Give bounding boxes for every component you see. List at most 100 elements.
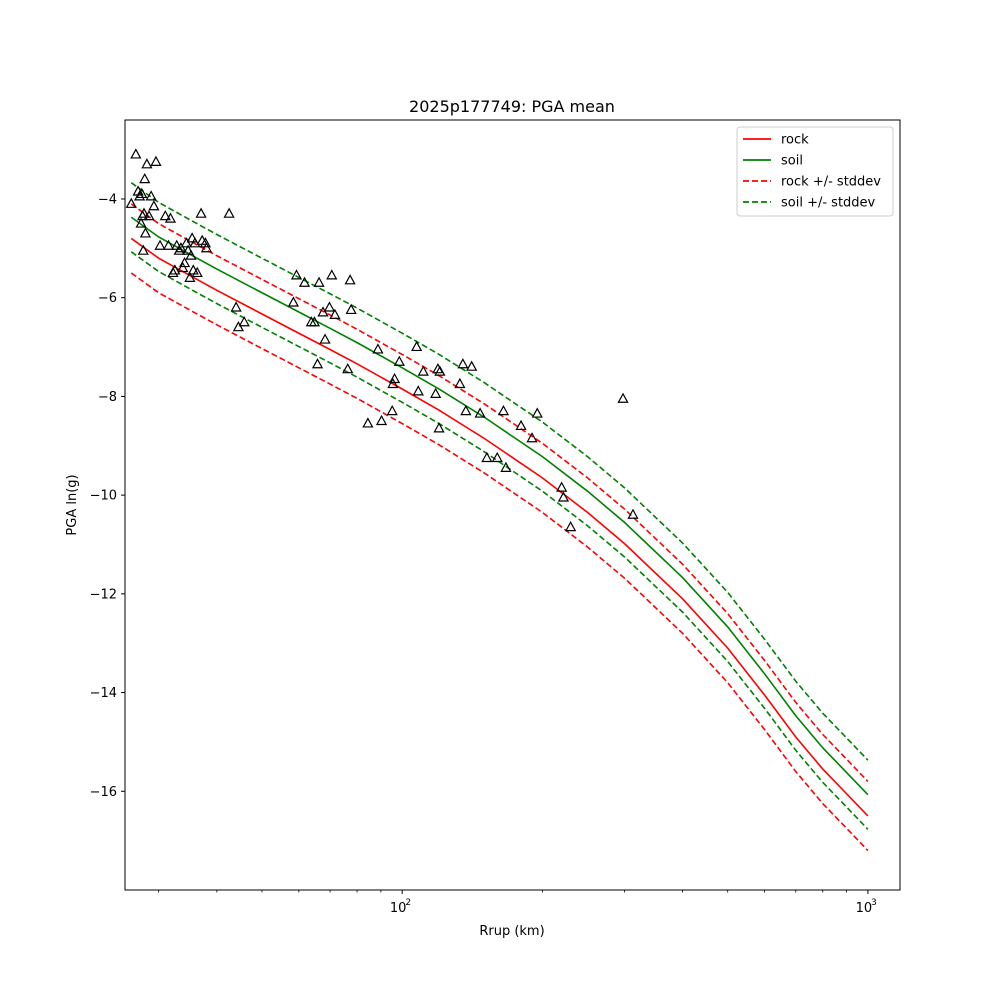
observation-point (177, 261, 189, 273)
observation-point (195, 207, 207, 218)
observation-point (430, 387, 442, 398)
observation-point (148, 200, 160, 211)
x-tick-exponent: 3 (871, 898, 877, 908)
y-tick-label: −12 (90, 587, 117, 602)
observation-point (313, 276, 325, 287)
observation-point (290, 269, 303, 280)
x-tick-label: 10 (856, 901, 873, 916)
y-tick-label: −8 (98, 390, 117, 405)
observation-point (180, 237, 192, 248)
axes-frame (124, 119, 901, 891)
series-line-2 (130, 203, 869, 782)
y-axis-label: PGA ln(g) (65, 474, 80, 535)
legend-label: soil (781, 154, 803, 169)
legend-box (736, 126, 894, 217)
x-tick-exponent: 2 (405, 898, 411, 908)
legend-label: rock +/- stddev (781, 175, 881, 190)
legend: rock soil rock +/- stddev soil +/- stddev (736, 126, 894, 217)
observation-point (159, 210, 171, 221)
series-line-4 (130, 182, 869, 761)
observation-point (141, 158, 153, 169)
x-axis-label: Rrup (km) (479, 924, 544, 939)
observation-point (139, 172, 151, 184)
observation-point (182, 244, 194, 255)
observation-point (298, 276, 311, 287)
observation-point (135, 217, 147, 228)
observation-point (491, 451, 503, 463)
observation-point (557, 491, 570, 502)
y-tick-label: −6 (98, 291, 117, 306)
observation-point (388, 372, 401, 384)
observation-point (556, 481, 568, 492)
observation-point (137, 244, 149, 255)
x-tick-label: 10 (390, 901, 407, 916)
observation-point (393, 355, 405, 366)
observation-point (139, 227, 152, 238)
observation-point (154, 239, 166, 250)
observation-point (497, 404, 510, 416)
observation-point (136, 187, 148, 199)
observation-point (342, 363, 354, 374)
observation-point (627, 508, 639, 519)
observation-point (185, 249, 197, 260)
plot-area (125, 148, 869, 852)
observation-point (232, 321, 245, 332)
observation-point (387, 377, 399, 389)
observation-point (317, 306, 329, 317)
observation-point (372, 343, 384, 354)
observation-point (223, 207, 235, 218)
observation-point (175, 242, 187, 253)
observation-point (308, 316, 321, 327)
observation-point (434, 365, 446, 376)
observation-point (238, 316, 250, 327)
observation-point (481, 451, 493, 463)
observation-point (143, 210, 155, 221)
observation-point (386, 404, 398, 416)
y-tick-label: −10 (90, 489, 117, 504)
observation-point (500, 461, 512, 472)
observation-point (326, 269, 338, 280)
observation-point (130, 148, 142, 159)
observation-point (412, 385, 424, 396)
observation-point (344, 274, 356, 285)
observation-point (164, 212, 177, 223)
observation-point (411, 340, 423, 352)
legend-label: soil +/- stddev (781, 196, 876, 211)
observation-point (323, 301, 336, 312)
observation-point (362, 417, 374, 428)
observation-point (329, 308, 341, 319)
observation-point (230, 301, 242, 312)
observation-point (150, 155, 162, 166)
y-tick-label: −16 (90, 785, 117, 800)
observation-point (417, 365, 429, 376)
observation-point (133, 190, 146, 201)
observation-point (200, 242, 213, 253)
observation-point (375, 414, 388, 426)
observation-point (466, 360, 478, 371)
observation-point (565, 520, 577, 532)
observation-point (515, 419, 527, 431)
observation-point (186, 232, 198, 243)
chart-title: 2025p177749: PGA mean (409, 97, 615, 116)
observation-point (287, 296, 300, 307)
observation-point (178, 256, 191, 268)
observation-point (199, 237, 212, 248)
observation-point (189, 237, 201, 248)
observation-point (162, 239, 175, 250)
observation-point (526, 432, 538, 443)
observation-point (311, 358, 324, 369)
observation-point (531, 407, 543, 418)
observation-point (145, 190, 157, 201)
observation-point (433, 422, 445, 433)
legend-label: rock (781, 133, 809, 148)
y-tick-label: −14 (90, 686, 117, 701)
observation-point (345, 303, 357, 315)
series-line-3 (130, 272, 869, 852)
observation-point (460, 404, 472, 416)
y-tick-label: −4 (98, 192, 117, 207)
observation-point (169, 264, 181, 275)
series-line-0 (130, 237, 869, 817)
observation-point (138, 207, 150, 218)
